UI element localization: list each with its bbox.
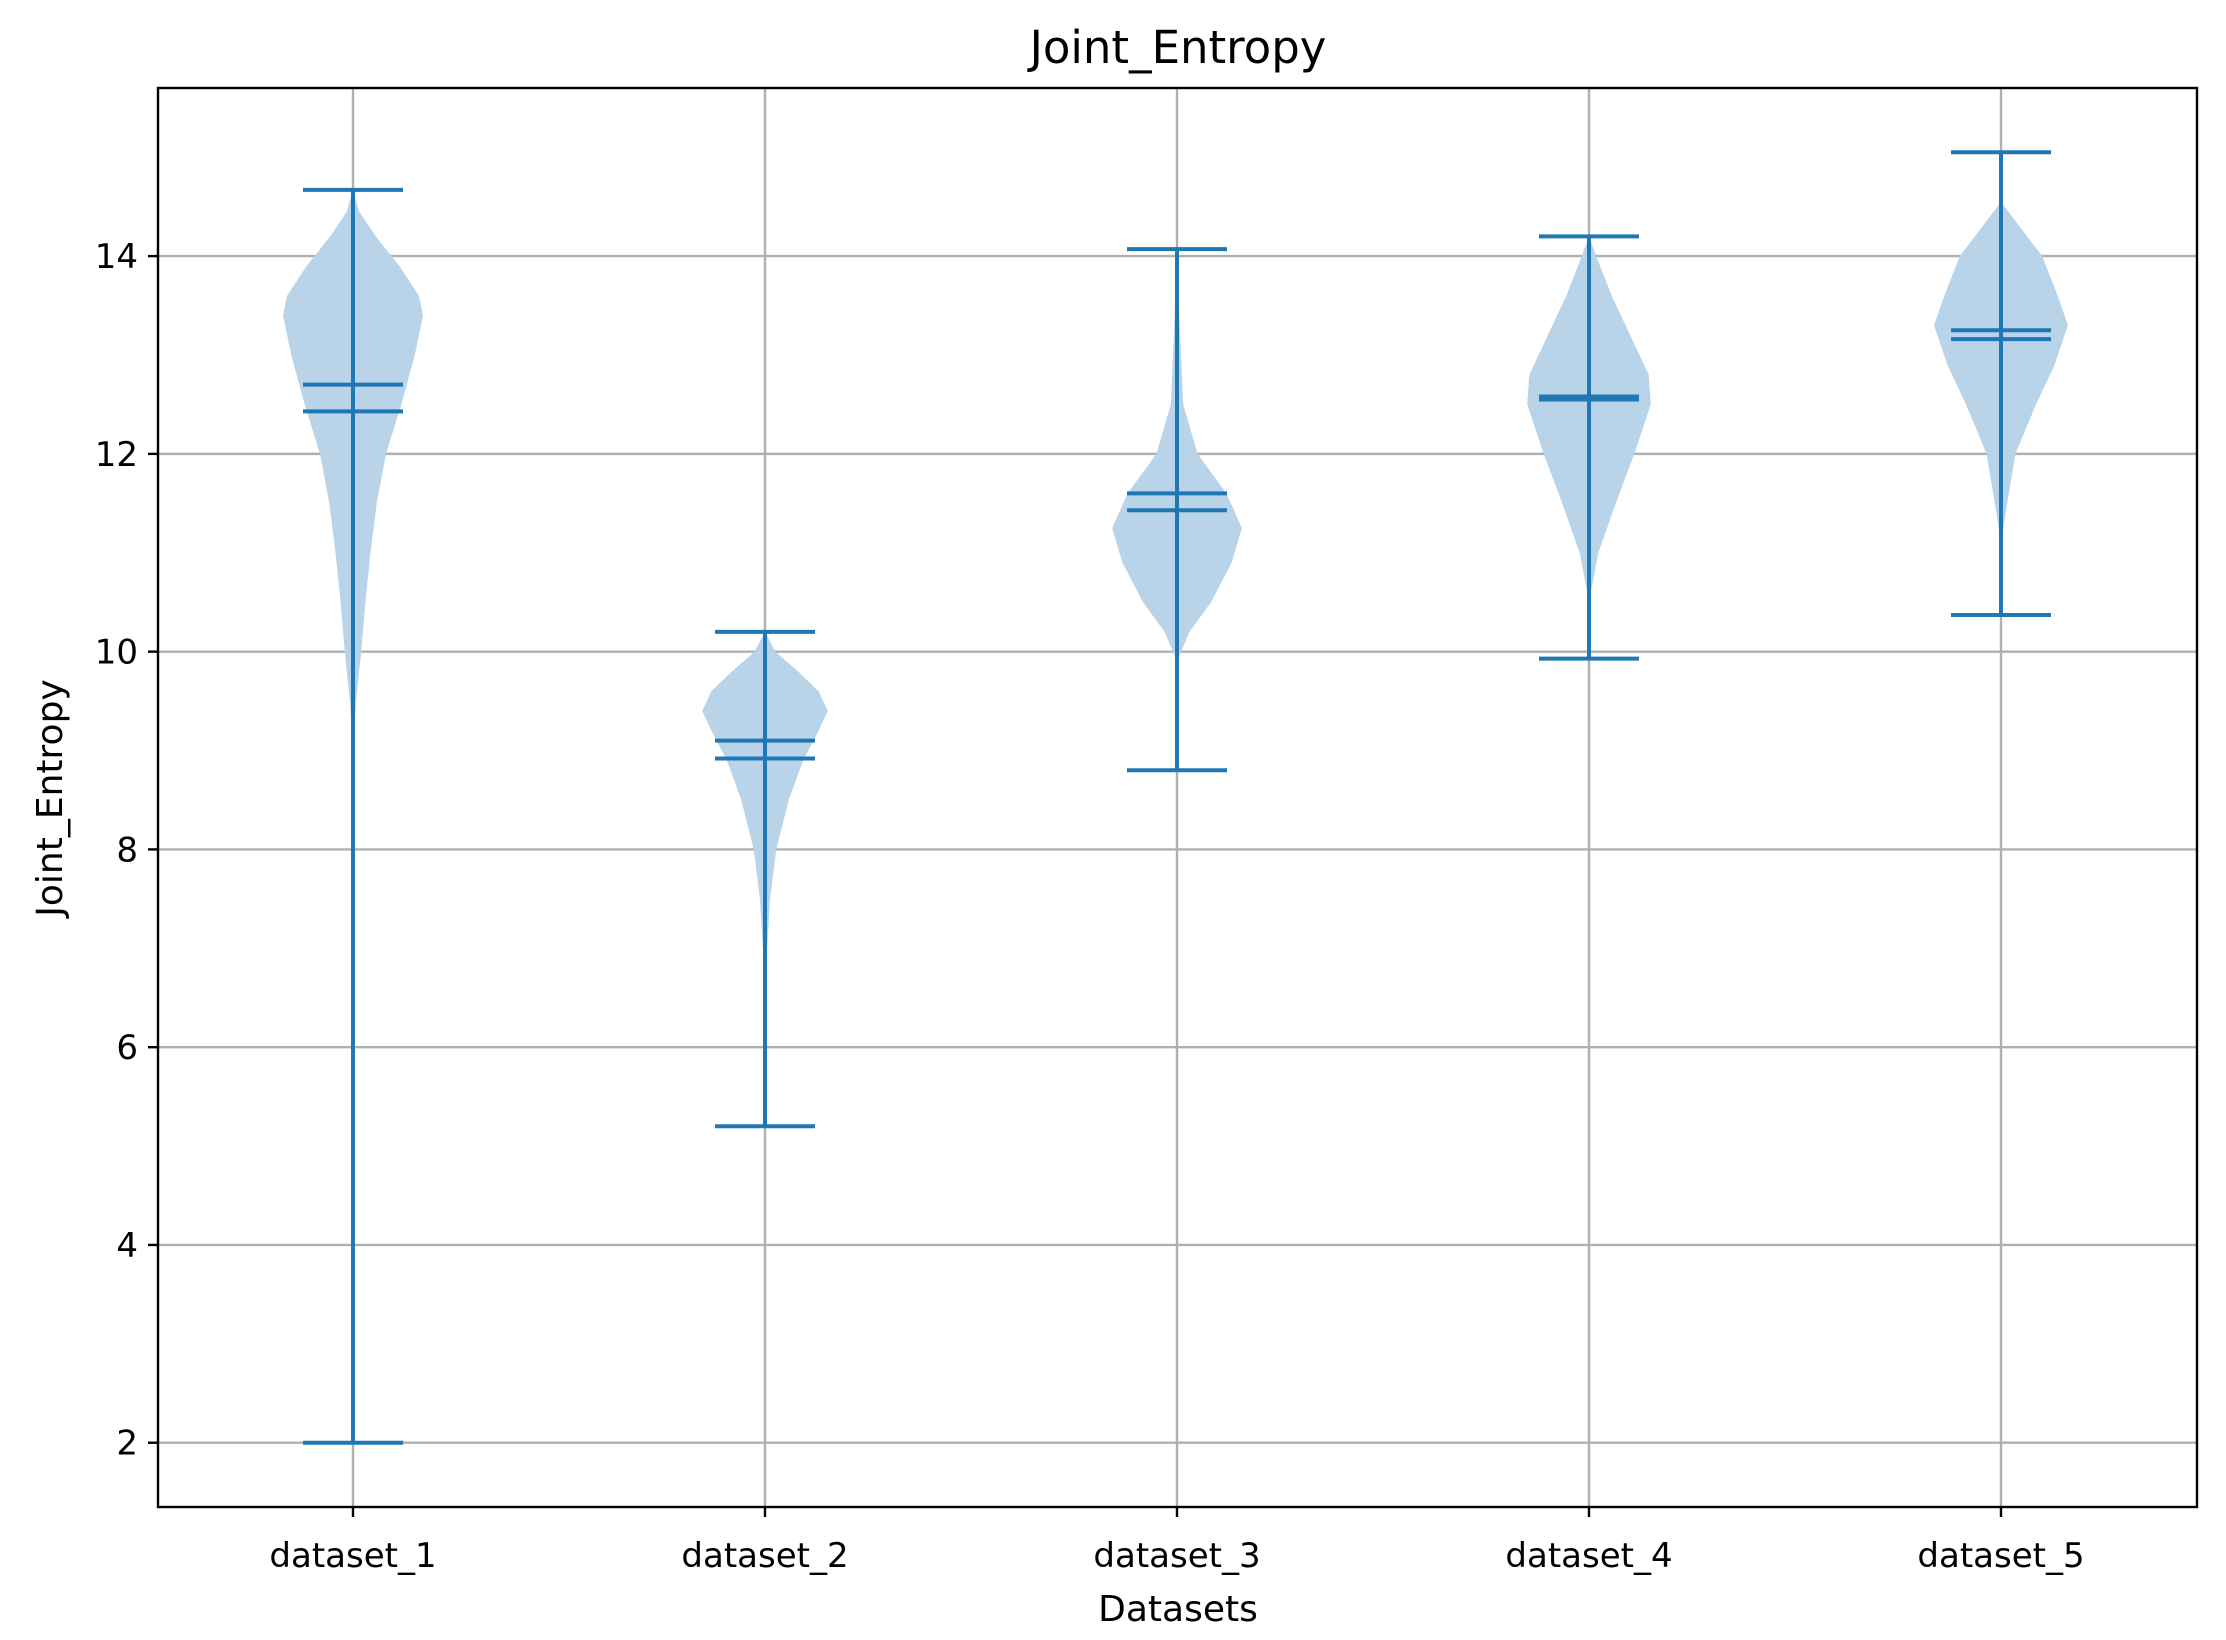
y-tick-label: 12 [95, 435, 138, 475]
y-tick-label: 8 [116, 830, 138, 870]
x-tick-label: dataset_3 [1093, 1536, 1260, 1576]
chart-title: Joint_Entropy [1027, 21, 1327, 74]
x-axis-label: Datasets [1098, 1589, 1258, 1630]
x-tick-label: dataset_1 [269, 1536, 436, 1576]
y-tick-label: 6 [116, 1028, 138, 1068]
x-tick-label: dataset_5 [1917, 1536, 2084, 1576]
ticks: 2 4 6 8 10 12 14 dataset_1 dataset_2 dataset_3 dat… [95, 237, 2085, 1576]
y-tick-label: 10 [95, 633, 138, 673]
y-axis-label: Joint_Entropy [30, 679, 71, 918]
y-tick-label: 4 [116, 1226, 138, 1266]
y-tick-label: 14 [95, 237, 138, 277]
x-tick-label: dataset_2 [681, 1536, 848, 1576]
x-tick-label: dataset_4 [1505, 1536, 1672, 1576]
y-tick-label: 2 [116, 1424, 138, 1464]
violins [283, 150, 2068, 1445]
